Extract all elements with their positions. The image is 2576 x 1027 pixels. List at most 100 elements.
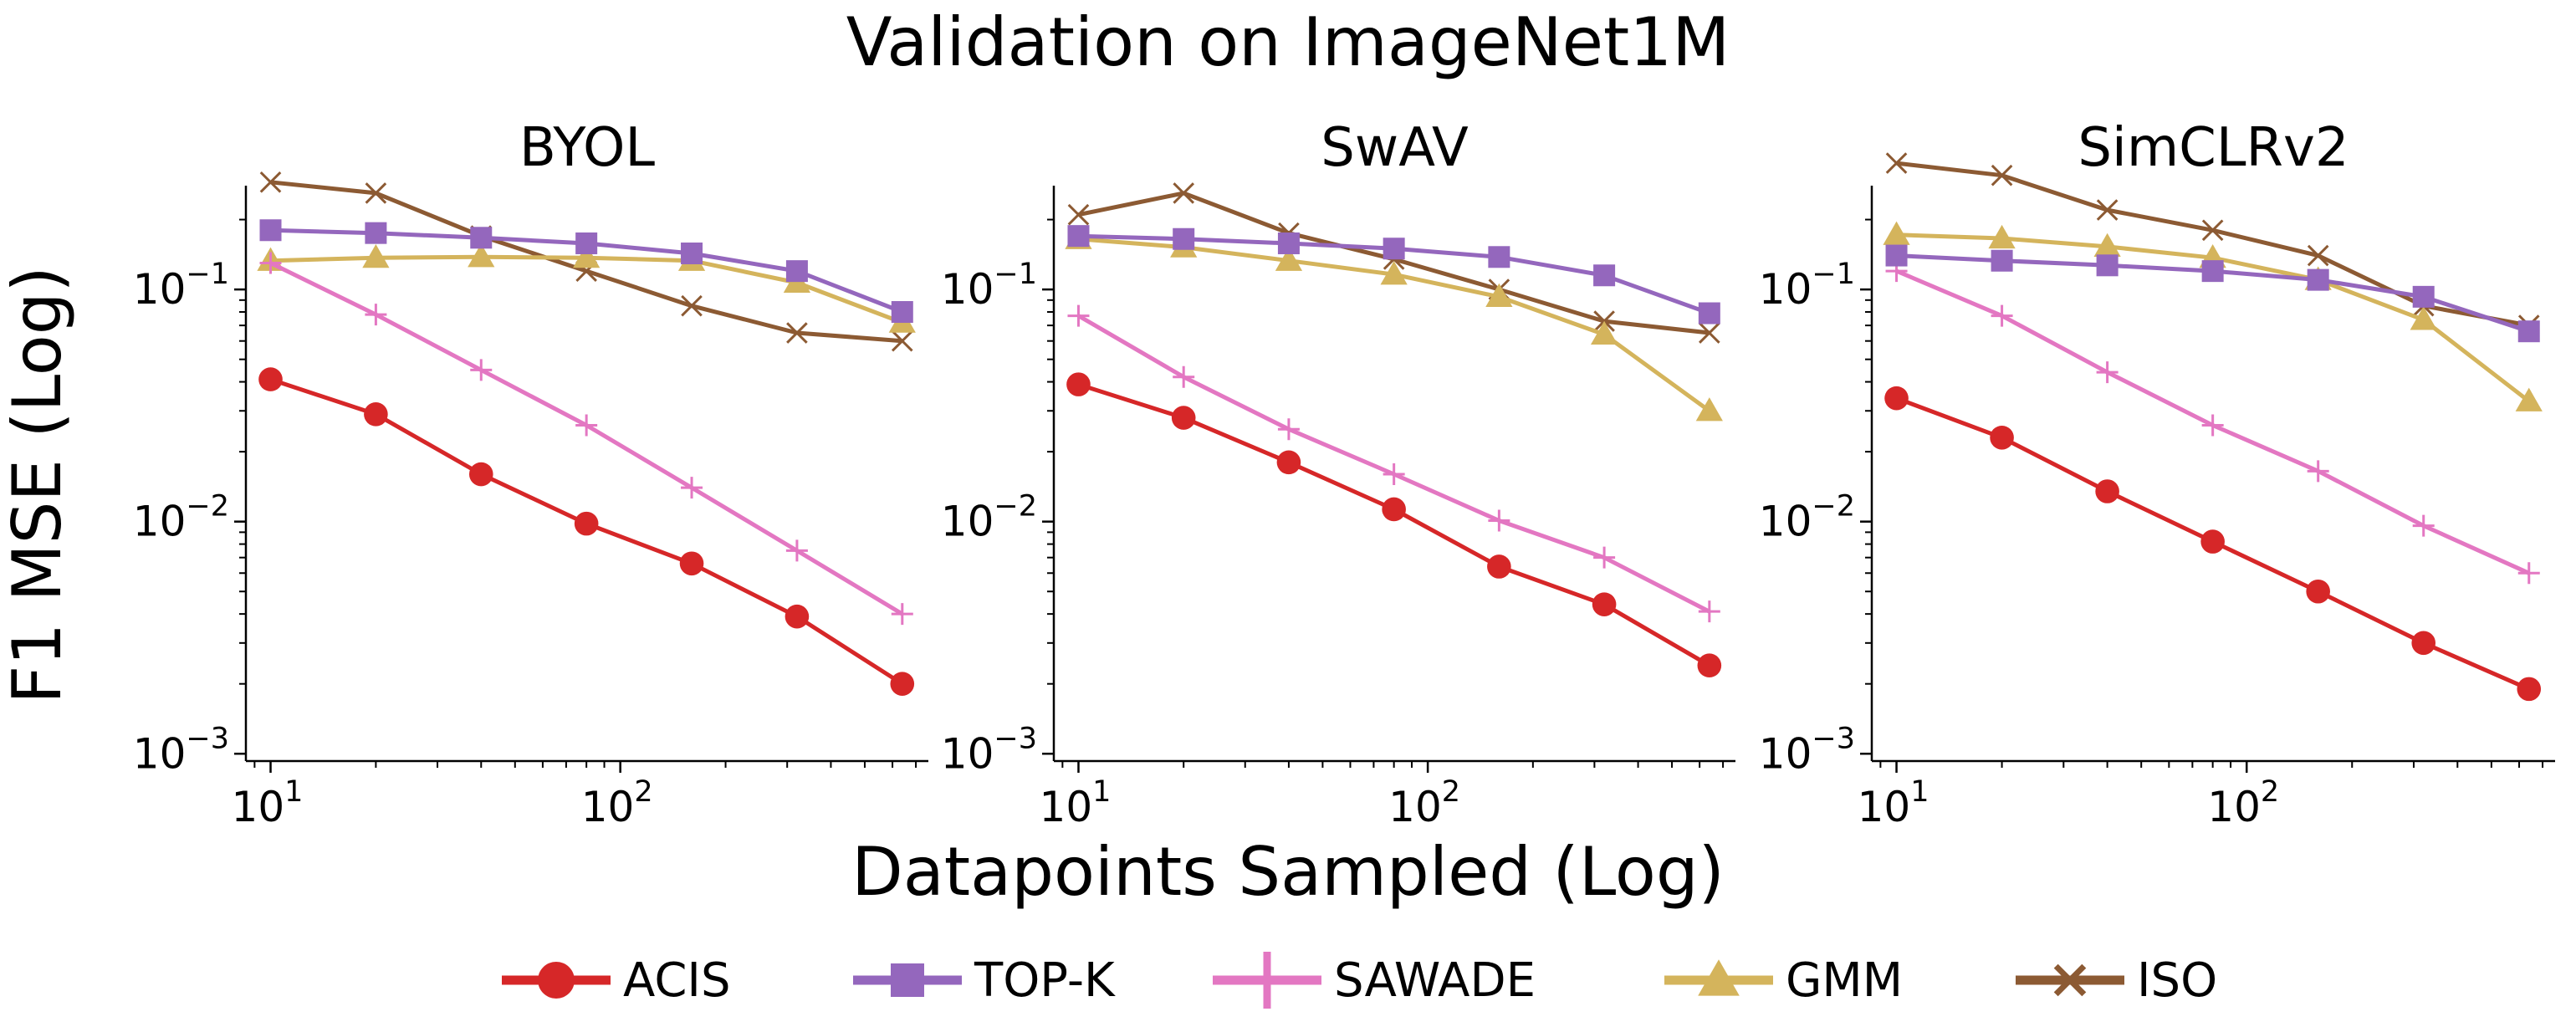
legend: ACIS TOP-K SAWADE GMM ISO [502,952,2217,1009]
series-acis [1066,372,1722,678]
legend-item-acis: ACIS [502,953,731,1008]
data-point [785,604,810,629]
data-point [1885,244,1908,267]
data-point [573,244,601,268]
data-point [891,603,913,626]
data-point [1991,304,2013,327]
x-tick-label: 102 [581,775,653,831]
series-sawade [259,252,913,626]
series-line [1077,382,1711,667]
legend-item-top-k: TOP-K [853,953,1116,1008]
data-point [1173,182,1195,204]
data-point [2307,460,2329,483]
panel-title: BYOL [519,117,655,179]
data-point [1991,249,2013,272]
data-point [2306,579,2330,604]
data-point [2093,232,2121,257]
data-point [2517,677,2542,702]
data-point [2410,306,2437,330]
data-point [2411,631,2436,656]
data-point [786,322,808,344]
y-tick-exponent: −1 [994,258,1037,291]
y-tick-label: 10−3 [133,722,229,778]
y-tick-label: 10−1 [133,258,229,314]
data-point [1383,463,1405,486]
y-tick-exponent: −3 [186,722,229,755]
data-point [470,227,493,249]
data-point [891,301,913,324]
data-point [1067,304,1090,327]
data-point [1382,497,1406,522]
data-point [259,252,282,274]
series-acis [1884,386,2542,702]
y-tick-exponent: −3 [994,722,1037,755]
data-point [785,539,808,562]
y-tick-exponent: −1 [186,258,229,291]
data-point [2515,387,2543,411]
data-point [785,260,808,283]
y-tick-label: 10−2 [1759,490,1855,546]
data-point [1487,554,1511,579]
data-point [1171,406,1196,430]
x-tick-label: 102 [2207,775,2279,831]
data-point [2200,529,2225,554]
data-point [2307,244,2329,267]
data-point [1488,509,1510,532]
x-tick-exponent: 2 [1442,775,1460,809]
data-point [470,359,493,381]
data-point [1067,225,1090,248]
y-tick-label: 10−1 [1759,258,1855,314]
data-point [365,222,387,244]
x-tick-label: 101 [1040,775,1112,831]
x-tick-exponent: 2 [2261,775,2279,809]
data-point [1593,264,1616,287]
data-point [1173,227,1195,250]
data-point [681,477,703,499]
x-tick-exponent: 1 [284,775,303,809]
panel-title: SwAV [1321,117,1469,179]
x-axis-label: Datapoints Sampled (Log) [851,833,1725,911]
y-tick-exponent: −2 [1812,490,1855,524]
data-point [2307,268,2329,291]
data-point [259,171,282,193]
x-tick-exponent: 2 [634,775,652,809]
legend-label: ACIS [623,953,731,1008]
data-point [1276,450,1301,475]
figure-title: Validation on ImageNet1M [846,3,1730,81]
panel-byol: BYOL 10−3 10−2 10−1 101 102 [133,117,928,831]
data-point [681,294,703,317]
data-point [1275,247,1303,271]
data-point [2095,479,2119,503]
legend-marker [891,963,924,997]
legend-label: SAWADE [1334,953,1536,1008]
legend-item-gmm: GMM [1664,953,1903,1008]
data-point [365,304,387,326]
data-point [1884,386,1909,411]
y-tick-exponent: −2 [994,490,1037,524]
series-top-k [259,219,913,324]
panel-title: SimCLRv2 [2078,117,2349,179]
data-point [1488,246,1510,268]
chart-panels: BYOL 10−3 10−2 10−1 101 102 SwAV 10−3 10−2 10−1 10… [133,117,2555,831]
y-tick-exponent: −2 [186,490,229,524]
data-point [1277,232,1300,254]
x-tick-exponent: 1 [1092,775,1111,809]
series-gmm [1883,221,2543,411]
panel-simclrv2: SimCLRv2 10−3 10−2 10−1 101 102 [1759,117,2555,831]
legend-label: ISO [2137,953,2217,1008]
legend-marker [1698,959,1740,996]
legend-marker [1239,952,1296,1009]
y-tick-exponent: −1 [1812,258,1855,291]
data-point [468,462,493,487]
data-point [1990,425,2014,450]
data-point [2412,285,2435,308]
data-point [362,244,390,268]
y-tick-label: 10−3 [1759,722,1855,778]
data-point [1173,365,1195,388]
data-point [2201,414,2224,437]
data-point [1066,372,1091,396]
y-tick-label: 10−2 [941,490,1037,546]
data-point [1991,164,2013,186]
data-point [1883,221,1910,245]
